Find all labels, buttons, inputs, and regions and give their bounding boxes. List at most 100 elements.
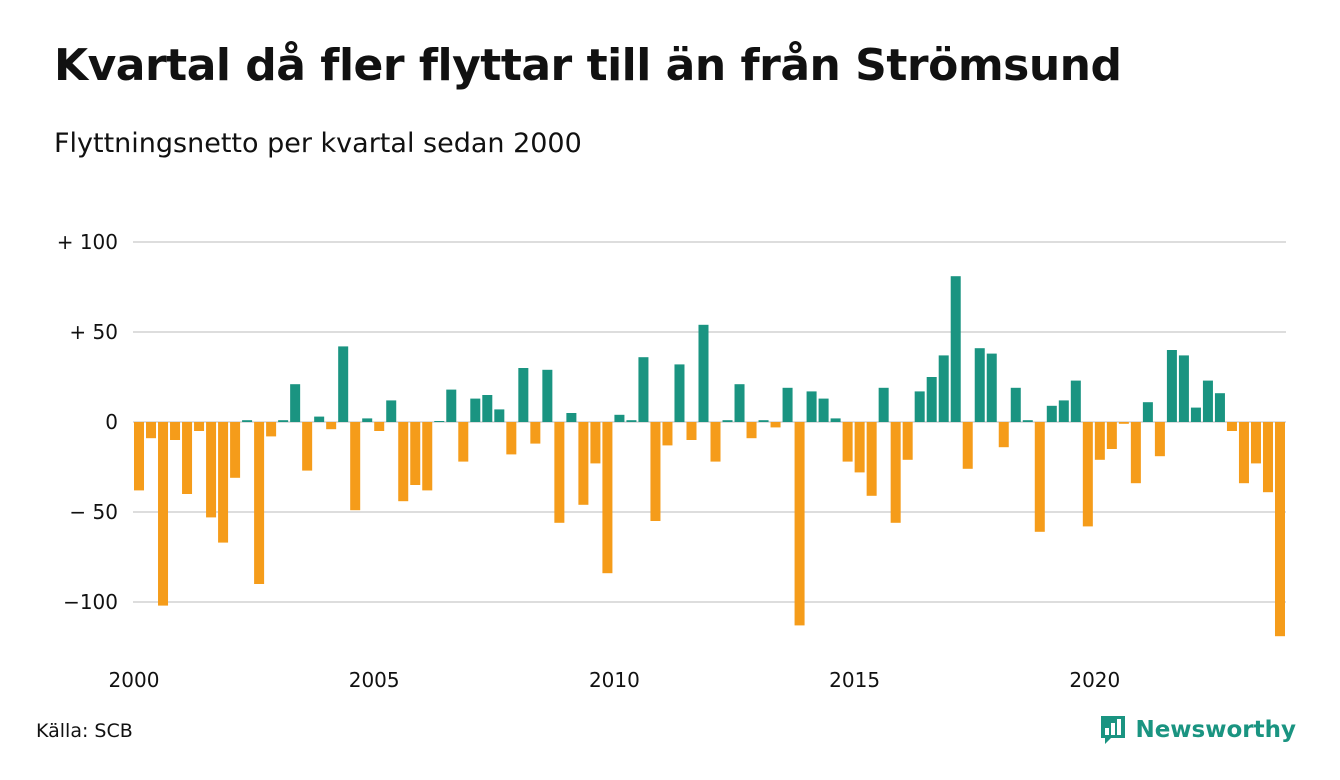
brand-name: Newsworthy [1135,717,1296,743]
bar [662,422,673,446]
bar-series [134,276,1285,637]
bar [710,422,721,462]
bar [374,422,385,431]
bar [878,387,889,422]
bar [182,422,193,494]
bar [746,422,757,439]
bar [386,400,397,422]
bar [590,422,601,464]
bar [242,420,253,422]
bar [230,422,241,478]
chart-subtitle: Flyttningsnetto per kvartal sedan 2000 [54,128,582,159]
y-tick-label: −100 [63,590,118,614]
x-tick-label: 2015 [829,668,880,692]
bar [302,422,313,471]
bar [194,422,205,431]
bar [1238,422,1249,484]
bar [398,422,409,502]
bar [1250,422,1261,464]
bar [926,377,937,422]
bar [1226,422,1237,431]
bar [1166,350,1177,422]
bar [1142,402,1153,422]
x-tick-label: 2005 [349,668,400,692]
bar-chart: + 100 + 50 0 − 50 −100 2000 2005 2010 2015 2020 [57,230,1286,692]
bar [1094,422,1105,460]
bar [146,422,157,439]
brand: Newsworthy [1099,714,1296,746]
bar [1202,380,1213,422]
bar [986,353,997,422]
bar [758,420,769,422]
bar [578,422,589,505]
bar [722,420,733,422]
bar [626,420,637,422]
bar [554,422,565,523]
bar [1118,422,1129,424]
bar [1046,405,1057,422]
bar [950,276,961,422]
bar [1262,422,1273,493]
bar [446,389,457,422]
bar [482,395,493,422]
bar [650,422,661,521]
bar [806,391,817,422]
bar [1154,422,1165,457]
x-tick-label: 2000 [109,668,160,692]
bar [962,422,973,469]
bar [1190,407,1201,422]
bar [422,422,433,491]
bar [866,422,877,496]
bar [506,422,517,455]
bar [938,355,949,422]
bar [1034,422,1045,532]
x-tick-label: 2020 [1069,668,1120,692]
bar [602,422,613,574]
bar [410,422,421,485]
bar [1214,393,1225,422]
bar [278,420,289,422]
bar [350,422,361,511]
bar [134,422,145,491]
x-axis: 2000 2005 2010 2015 2020 [109,668,1121,692]
bar [638,357,649,422]
bar [614,414,625,422]
y-tick-label: + 100 [57,230,118,254]
bar [266,422,277,437]
y-axis: + 100 + 50 0 − 50 −100 [57,230,118,614]
bar [1010,387,1021,422]
bar [470,398,481,422]
y-tick-label: 0 [105,410,118,434]
chart-title: Kvartal då fler flyttar till än från Str… [54,40,1122,91]
source-note: Källa: SCB [36,720,133,742]
bar [1106,422,1117,449]
bar [542,369,553,422]
bar [734,384,745,422]
bar [314,416,325,422]
bar [830,418,841,422]
bar [854,422,865,473]
bar [782,387,793,422]
bar [326,422,337,430]
bar [1178,355,1189,422]
bar [1274,422,1285,637]
bar [818,398,829,422]
bar [206,422,217,518]
bar [914,391,925,422]
x-tick-label: 2010 [589,668,640,692]
bar [362,418,373,422]
bar [290,384,301,422]
bar [770,422,781,428]
bar [1070,380,1081,422]
bar [218,422,229,543]
bar [158,422,169,606]
bar [1130,422,1141,484]
bar [842,422,853,462]
bar [566,413,577,422]
bar [686,422,697,440]
bar [902,422,913,460]
bar [974,348,985,422]
newsworthy-logo-icon [1101,716,1126,744]
y-tick-label: − 50 [69,500,118,524]
bar [1058,400,1069,422]
